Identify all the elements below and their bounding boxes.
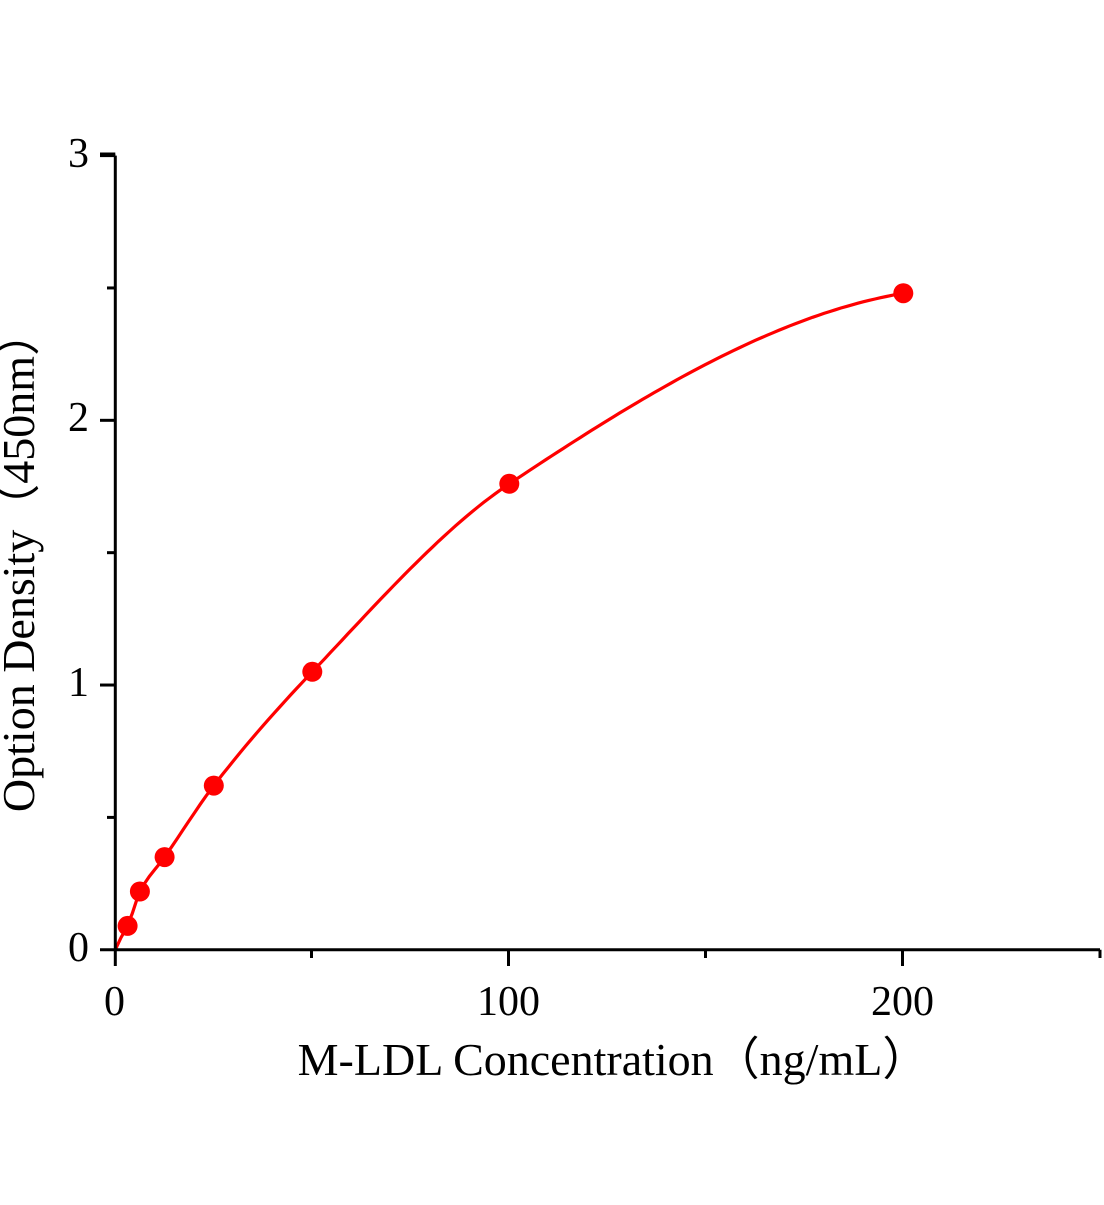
- svg-text:0: 0: [104, 979, 125, 1025]
- svg-text:0: 0: [68, 925, 89, 971]
- svg-text:100: 100: [477, 979, 540, 1025]
- svg-text:M-LDL Concentration（ng/mL）: M-LDL Concentration（ng/mL）: [298, 1034, 929, 1085]
- svg-text:3: 3: [68, 131, 89, 177]
- svg-text:2: 2: [68, 395, 89, 441]
- svg-text:1: 1: [68, 660, 89, 706]
- svg-text:Option Density（450nm）: Option Density（450nm）: [0, 310, 44, 812]
- svg-text:200: 200: [871, 979, 934, 1025]
